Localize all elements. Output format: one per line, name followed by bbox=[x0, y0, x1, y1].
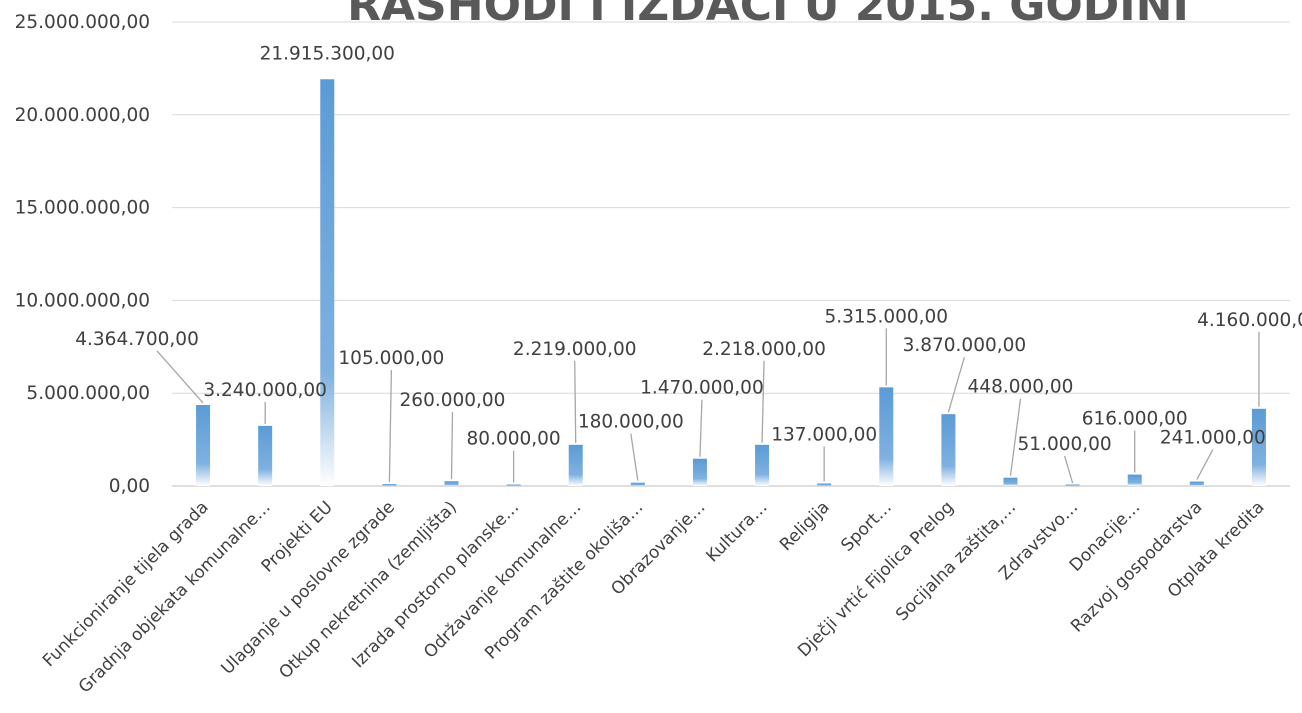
data-label: 5.315.000,00 bbox=[824, 306, 948, 327]
data-label: 3.240.000,00 bbox=[203, 380, 327, 401]
bar bbox=[568, 444, 583, 486]
bar bbox=[506, 484, 521, 486]
y-tick-label: 10.000.000,00 bbox=[15, 290, 150, 311]
bar bbox=[1065, 484, 1080, 486]
y-axis-ticks: 0,00 5.000.000,00 10.000.000,00 15.000.000,… bbox=[15, 12, 150, 497]
leader-line bbox=[1196, 449, 1214, 480]
bar bbox=[320, 79, 335, 487]
leader-line bbox=[761, 360, 765, 443]
leader-line bbox=[699, 399, 703, 457]
data-labels: 4.364.700,00 3.240.000,00 21.915.300,00 105… bbox=[75, 43, 1302, 455]
data-label: 2.218.000,00 bbox=[702, 339, 826, 360]
y-tick-label: 0,00 bbox=[109, 476, 150, 497]
data-label: 4.160.000,00 bbox=[1197, 310, 1302, 331]
data-label: 448.000,00 bbox=[968, 377, 1074, 398]
bar bbox=[1189, 481, 1204, 486]
leader-line bbox=[450, 412, 454, 480]
bar bbox=[1251, 408, 1266, 486]
leader-line bbox=[156, 350, 204, 404]
bar bbox=[444, 481, 459, 486]
data-label: 4.364.700,00 bbox=[75, 329, 199, 350]
bar bbox=[258, 425, 273, 486]
data-label: 51.000,00 bbox=[1018, 434, 1112, 455]
bar bbox=[817, 483, 832, 486]
y-tick-label: 15.000.000,00 bbox=[15, 198, 150, 219]
y-tick-label: 25.000.000,00 bbox=[15, 12, 150, 33]
leader-line bbox=[574, 360, 577, 443]
leader-line bbox=[630, 433, 639, 481]
y-tick-label: 5.000.000,00 bbox=[26, 383, 150, 404]
x-tick-label: Kultura… bbox=[703, 497, 772, 566]
bar bbox=[755, 444, 770, 486]
bar bbox=[879, 387, 894, 486]
bar bbox=[941, 414, 956, 486]
bar bbox=[382, 484, 397, 486]
data-label: 137.000,00 bbox=[771, 424, 877, 445]
data-label: 2.219.000,00 bbox=[513, 339, 637, 360]
y-tick-label: 20.000.000,00 bbox=[15, 105, 150, 126]
x-tick-label: Sport… bbox=[837, 497, 895, 555]
data-label-leaders bbox=[156, 328, 1260, 484]
data-label: 241.000,00 bbox=[1160, 428, 1266, 449]
bar bbox=[1003, 477, 1018, 486]
data-label: 105.000,00 bbox=[338, 348, 444, 369]
data-label: 180.000,00 bbox=[578, 412, 684, 433]
data-label: 616.000,00 bbox=[1082, 409, 1188, 430]
data-label: 260.000,00 bbox=[400, 390, 506, 411]
bars bbox=[196, 79, 1266, 487]
data-label: 1.470.000,00 bbox=[640, 378, 764, 399]
x-tick-label: Socijalna zaštita,… bbox=[892, 497, 1020, 625]
gridlines bbox=[172, 21, 1290, 487]
leader-line bbox=[1009, 398, 1022, 476]
leader-line bbox=[947, 356, 966, 413]
bar bbox=[630, 482, 645, 486]
bar bbox=[196, 404, 211, 486]
leader-line bbox=[1063, 455, 1074, 484]
data-label: 3.870.000,00 bbox=[903, 335, 1027, 356]
x-tick-label: Religija bbox=[776, 497, 834, 555]
chart-title: RASHODI I IZDACI U 2015. GODINI bbox=[347, 0, 1189, 31]
data-label: 80.000,00 bbox=[467, 429, 561, 450]
bar bbox=[692, 458, 707, 486]
leader-line bbox=[388, 370, 393, 483]
data-label: 21.915.300,00 bbox=[260, 43, 395, 64]
bar bbox=[1127, 474, 1142, 486]
